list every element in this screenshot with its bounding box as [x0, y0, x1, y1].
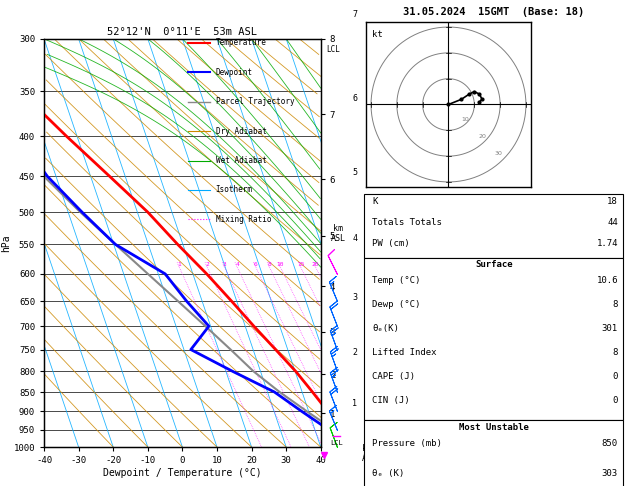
Text: 8: 8	[613, 348, 618, 357]
Text: Dewpoint: Dewpoint	[216, 68, 253, 77]
Text: θₑ (K): θₑ (K)	[372, 469, 404, 478]
Text: LCL: LCL	[330, 440, 343, 446]
Text: Mixing Ratio (g/kg): Mixing Ratio (g/kg)	[370, 199, 380, 287]
Text: Lifted Index: Lifted Index	[372, 348, 437, 357]
Text: 0: 0	[613, 372, 618, 381]
Text: 44: 44	[607, 218, 618, 227]
Text: 4: 4	[352, 234, 357, 243]
X-axis label: Dewpoint / Temperature (°C): Dewpoint / Temperature (°C)	[103, 468, 262, 478]
Text: 30: 30	[495, 151, 503, 156]
Text: Temp (°C): Temp (°C)	[372, 276, 421, 285]
Text: 301: 301	[602, 324, 618, 333]
Text: 31.05.2024  15GMT  (Base: 18): 31.05.2024 15GMT (Base: 18)	[403, 7, 584, 17]
Text: km
ASL: km ASL	[362, 444, 377, 464]
Text: PW (cm): PW (cm)	[372, 239, 410, 248]
Text: 10: 10	[462, 117, 469, 122]
Text: Surface: Surface	[475, 260, 513, 269]
Text: 4: 4	[235, 262, 239, 267]
Text: 8: 8	[268, 262, 272, 267]
Text: 0: 0	[613, 396, 618, 404]
Text: K: K	[372, 197, 377, 206]
Text: 7: 7	[352, 10, 357, 19]
Text: 1: 1	[352, 399, 357, 407]
Text: Isotherm: Isotherm	[216, 186, 253, 194]
Text: Dewp (°C): Dewp (°C)	[372, 300, 421, 309]
Text: Pressure (mb): Pressure (mb)	[372, 439, 442, 448]
Text: 20: 20	[312, 262, 320, 267]
Text: 10.6: 10.6	[596, 276, 618, 285]
Text: 1: 1	[177, 262, 181, 267]
Text: 2: 2	[352, 348, 357, 357]
Text: 1.74: 1.74	[596, 239, 618, 248]
Text: Mixing Ratio: Mixing Ratio	[216, 215, 271, 224]
Title: 52°12'N  0°11'E  53m ASL: 52°12'N 0°11'E 53m ASL	[108, 27, 257, 37]
Text: 2: 2	[206, 262, 209, 267]
Text: LCL: LCL	[326, 45, 340, 54]
Bar	[364, 194, 623, 258]
Text: 18: 18	[607, 197, 618, 206]
Text: kt: kt	[372, 30, 383, 39]
Text: 15: 15	[297, 262, 304, 267]
Bar	[364, 258, 623, 420]
Text: Temperature: Temperature	[216, 38, 267, 48]
Text: 8: 8	[613, 300, 618, 309]
Text: 10: 10	[277, 262, 284, 267]
Text: 3: 3	[223, 262, 226, 267]
Text: 6: 6	[352, 94, 357, 104]
Y-axis label: km
ASL: km ASL	[330, 224, 345, 243]
Text: CAPE (J): CAPE (J)	[372, 372, 415, 381]
Text: Wet Adiabat: Wet Adiabat	[216, 156, 267, 165]
Bar	[364, 420, 623, 486]
Text: 5: 5	[352, 168, 357, 177]
Text: CIN (J): CIN (J)	[372, 396, 410, 404]
Text: 303: 303	[602, 469, 618, 478]
Text: 3: 3	[352, 293, 357, 302]
Y-axis label: hPa: hPa	[1, 234, 11, 252]
Text: 20: 20	[478, 134, 486, 139]
Text: Dry Adiabat: Dry Adiabat	[216, 127, 267, 136]
Text: Parcel Trajectory: Parcel Trajectory	[216, 97, 294, 106]
Text: 6: 6	[254, 262, 258, 267]
Text: Most Unstable: Most Unstable	[459, 423, 529, 432]
Text: θₑ(K): θₑ(K)	[372, 324, 399, 333]
Text: 850: 850	[602, 439, 618, 448]
Text: Totals Totals: Totals Totals	[372, 218, 442, 227]
